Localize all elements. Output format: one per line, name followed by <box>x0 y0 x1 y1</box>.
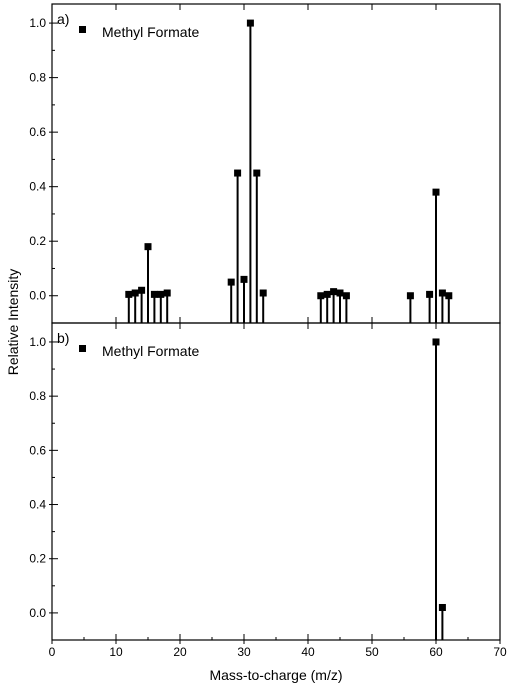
panel-a-legend-text: Methyl Formate <box>102 24 199 40</box>
panel-a-point <box>157 290 165 298</box>
panel-a-y-tick-label: 0.0 <box>29 289 46 303</box>
panel-a-legend-marker <box>79 26 86 33</box>
panel-b-y-tick-label: 0.4 <box>29 498 46 512</box>
panel-a-point <box>144 243 152 251</box>
x-tick-label: 50 <box>365 645 379 659</box>
x-tick-label: 30 <box>237 645 251 659</box>
panel-a-point <box>240 275 248 283</box>
x-axis-title: Mass-to-charge (m/z) <box>209 667 342 683</box>
x-tick-label: 60 <box>429 645 443 659</box>
panel-a-point <box>150 290 158 298</box>
panel-b-legend-marker <box>79 345 86 352</box>
panel-a-point <box>336 289 344 297</box>
panel-a-point <box>445 292 453 300</box>
panel-a-point <box>227 278 235 286</box>
panel-a-y-tick-label: 0.2 <box>29 234 46 248</box>
x-tick-label: 70 <box>493 645 507 659</box>
panel-b-y-tick-label: 0.0 <box>29 606 46 620</box>
x-tick-label: 10 <box>109 645 123 659</box>
panel-b-y-tick-label: 0.8 <box>29 389 46 403</box>
x-tick-label: 40 <box>301 645 315 659</box>
panel-a-point <box>406 292 414 300</box>
panel-a-point <box>253 169 261 177</box>
panel-a-y-tick-label: 0.8 <box>29 71 46 85</box>
panel-a-y-tick-label: 0.6 <box>29 125 46 139</box>
panel-a-point <box>234 169 242 177</box>
panel-b-y-tick-label: 0.6 <box>29 443 46 457</box>
x-tick-label: 0 <box>49 645 56 659</box>
panel-a-frame <box>51 3 501 324</box>
panel-a-point <box>317 292 325 300</box>
panel-b-point <box>438 603 446 611</box>
x-tick-label: 20 <box>173 645 187 659</box>
panel-a-point <box>330 288 338 296</box>
panel-a-point <box>131 289 139 297</box>
panel-b-label: b) <box>57 330 69 346</box>
panel-a-point <box>438 289 446 297</box>
panel-a-point <box>125 290 133 298</box>
panel-a-point <box>432 188 440 196</box>
panel-a-point <box>342 292 350 300</box>
panel-a-point <box>426 290 434 298</box>
panel-b-point <box>432 338 440 346</box>
panel-a-y-tick-label: 0.4 <box>29 180 46 194</box>
panel-b-y-tick-label: 1.0 <box>29 335 46 349</box>
panel-b-y-tick-label: 0.2 <box>29 552 46 566</box>
y-axis-title: Relative Intensity <box>5 269 21 376</box>
panel-a-point <box>163 289 171 297</box>
panel-a-label: a) <box>57 11 69 27</box>
panel-a-point <box>138 286 146 294</box>
panel-b-frame <box>51 322 501 641</box>
panel-b-legend-text: Methyl Formate <box>102 343 199 359</box>
panel-a-y-tick-label: 1.0 <box>29 16 46 30</box>
panel-a-point <box>246 19 254 27</box>
panel-a-point <box>323 290 331 298</box>
panel-a-point <box>259 289 267 297</box>
